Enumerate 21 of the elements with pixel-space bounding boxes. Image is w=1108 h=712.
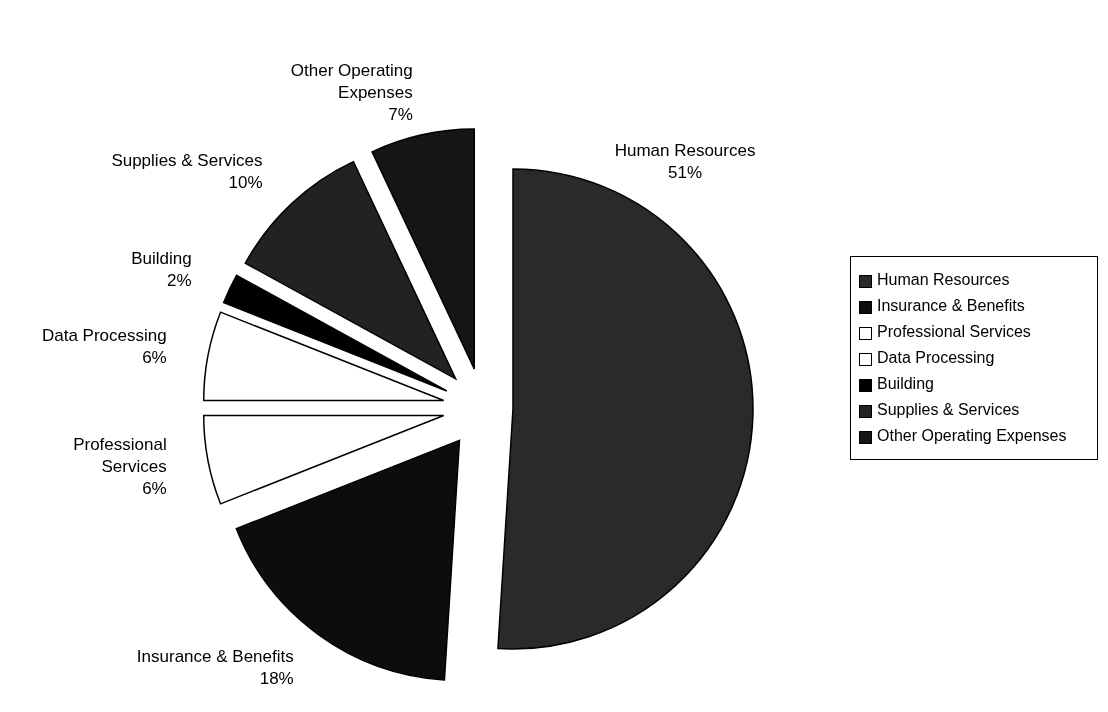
slice-label: Building [131,249,192,269]
data-label: 51% [668,163,703,183]
legend-label: Other Operating Expenses [877,427,1067,445]
data-label: 6% [142,479,167,499]
slice-label: Data Processing [41,326,167,346]
legend-label: Building [877,375,934,393]
slice-label: Human Resources [614,141,756,161]
slice-label: Supplies & Services [111,151,263,171]
slice-label: Other Operating Expenses [290,61,413,103]
legend-label: Data Processing [877,349,995,367]
legend-label: Human Resources [877,271,1010,289]
data-label: 6% [142,348,167,368]
data-label: 10% [228,173,263,193]
legend-label: Insurance & Benefits [877,297,1025,315]
data-label: 18% [259,668,294,688]
legend-label: Supplies & Services [877,401,1020,419]
data-label: 7% [388,105,413,125]
slice-label: Professional Services [73,435,167,477]
slice-label: Insurance & Benefits [136,646,294,666]
data-label: 2% [167,271,192,291]
legend-label: Professional Services [877,323,1031,341]
